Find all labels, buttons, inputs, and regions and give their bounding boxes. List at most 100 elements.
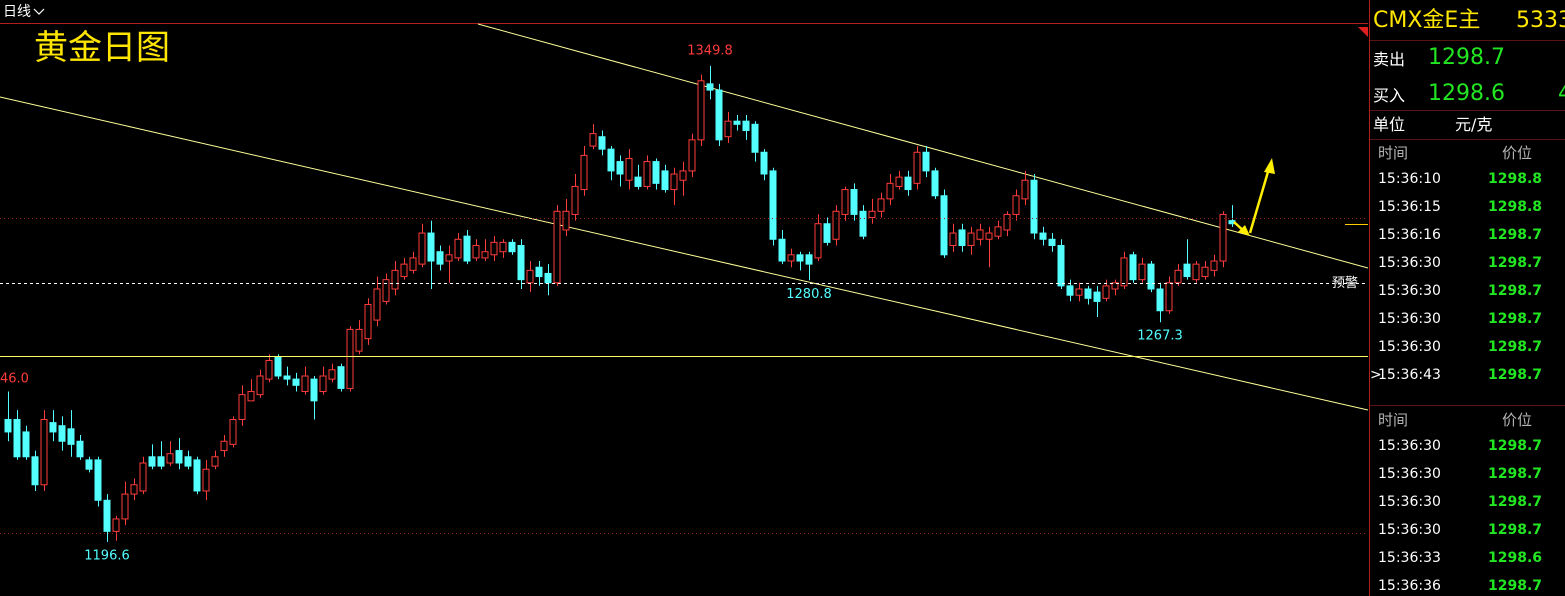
- candle-body: [346, 328, 354, 389]
- candle-body: [886, 182, 894, 200]
- candle-body: [724, 120, 732, 138]
- candle-body: [85, 459, 93, 470]
- candle-body: [175, 450, 183, 464]
- candle-body: [814, 223, 822, 259]
- candle-body: [157, 456, 165, 467]
- candle-body: [202, 468, 210, 492]
- candle-body: [481, 251, 489, 259]
- trade-price: 1298.7: [1488, 339, 1543, 355]
- trend-line-lower: [0, 96, 1368, 411]
- candle-body: [1147, 263, 1155, 290]
- trade-time: 15:36:10: [1378, 171, 1441, 187]
- trade-price: 1298.7: [1488, 227, 1543, 243]
- column-header: 价位: [1502, 144, 1533, 162]
- candle-body: [13, 418, 21, 458]
- candle-body: [940, 195, 948, 256]
- trade-time: 15:36:30: [1378, 522, 1441, 538]
- candle-body: [373, 288, 381, 321]
- trade-time: 15:36:33: [1378, 550, 1441, 566]
- period-dropdown-icon[interactable]: [33, 8, 45, 15]
- candle-body: [1075, 288, 1083, 296]
- candle-body: [1102, 285, 1110, 299]
- column-header: 时间: [1378, 411, 1409, 429]
- candle-body: [688, 139, 696, 172]
- candle-body: [877, 198, 885, 212]
- trade-time: 15:36:30: [1378, 438, 1441, 454]
- candle-body: [805, 254, 813, 265]
- candle-body: [337, 366, 345, 389]
- candle-body: [598, 136, 606, 150]
- candle-body: [166, 453, 174, 464]
- candle-body: [1012, 195, 1020, 215]
- candle-body: [841, 189, 849, 215]
- candle-body: [193, 459, 201, 492]
- candle-body: [220, 440, 228, 452]
- candle-body: [1174, 269, 1182, 284]
- trade-time: 15:36:30: [1378, 311, 1441, 327]
- candle-body: [1030, 179, 1038, 234]
- candle-body: [1066, 285, 1074, 296]
- candle-body: [490, 241, 498, 256]
- candle-body: [679, 170, 687, 181]
- candle-body: [238, 394, 246, 420]
- unit-label: 单位: [1373, 115, 1406, 134]
- candle-body: [859, 210, 867, 237]
- trade-time: 15:36:15: [1378, 199, 1441, 215]
- candle-body: [949, 232, 957, 246]
- candles: [4, 65, 1236, 542]
- candle-body: [472, 244, 480, 259]
- high-label: 1349.8: [687, 43, 733, 58]
- period-tab[interactable]: 日线: [3, 4, 31, 20]
- candle-body: [634, 176, 642, 187]
- candle-body: [328, 369, 336, 380]
- candle-body: [967, 232, 975, 246]
- candle-body: [778, 238, 786, 262]
- trade-time: 15:36:30: [1378, 255, 1441, 271]
- arrow-head: [1264, 158, 1275, 174]
- candle-body: [1138, 263, 1146, 281]
- candle-body: [544, 272, 552, 284]
- candle-body: [1021, 179, 1029, 200]
- buy-label: 买入: [1373, 86, 1406, 105]
- candle-body: [1165, 282, 1173, 312]
- candle-body: [391, 269, 399, 290]
- candle-body: [400, 263, 408, 278]
- candle-body: [769, 170, 777, 240]
- candle-body: [1057, 244, 1065, 287]
- trade-price: 1298.7: [1488, 578, 1543, 594]
- candle-body: [742, 120, 750, 132]
- instrument-name: CMX金E主: [1373, 8, 1481, 33]
- candle-body: [256, 375, 264, 396]
- candle-body: [211, 456, 219, 467]
- candle-body: [139, 462, 147, 492]
- low-label: 1196.6: [84, 548, 130, 563]
- candle-body: [382, 279, 390, 302]
- candle-body: [67, 428, 75, 445]
- candle-body: [1003, 213, 1011, 231]
- candle-body: [4, 418, 12, 433]
- candle-body: [922, 151, 930, 172]
- candle-body: [931, 170, 939, 197]
- candle-body: [616, 161, 624, 175]
- low-label: 1267.3: [1137, 329, 1183, 344]
- trade-price: 1298.7: [1488, 311, 1543, 327]
- candle-body: [625, 157, 633, 181]
- candle-body: [364, 304, 372, 340]
- candle-body: [499, 241, 507, 253]
- candle-body: [958, 229, 966, 246]
- candle-body: [1156, 288, 1164, 312]
- trade-time: 15:36:36: [1378, 578, 1441, 594]
- candle-body: [652, 161, 660, 184]
- candle-body: [1093, 291, 1101, 302]
- separator: [1370, 139, 1565, 140]
- candle-body: [643, 161, 651, 187]
- candle-body: [985, 232, 993, 240]
- candle-body: [310, 378, 318, 402]
- trade-price: 1298.7: [1488, 522, 1543, 538]
- separator: [1370, 110, 1565, 111]
- candle-body: [832, 210, 840, 240]
- candle-body: [40, 418, 48, 486]
- candle-body: [661, 170, 669, 191]
- candle-body: [1129, 254, 1137, 281]
